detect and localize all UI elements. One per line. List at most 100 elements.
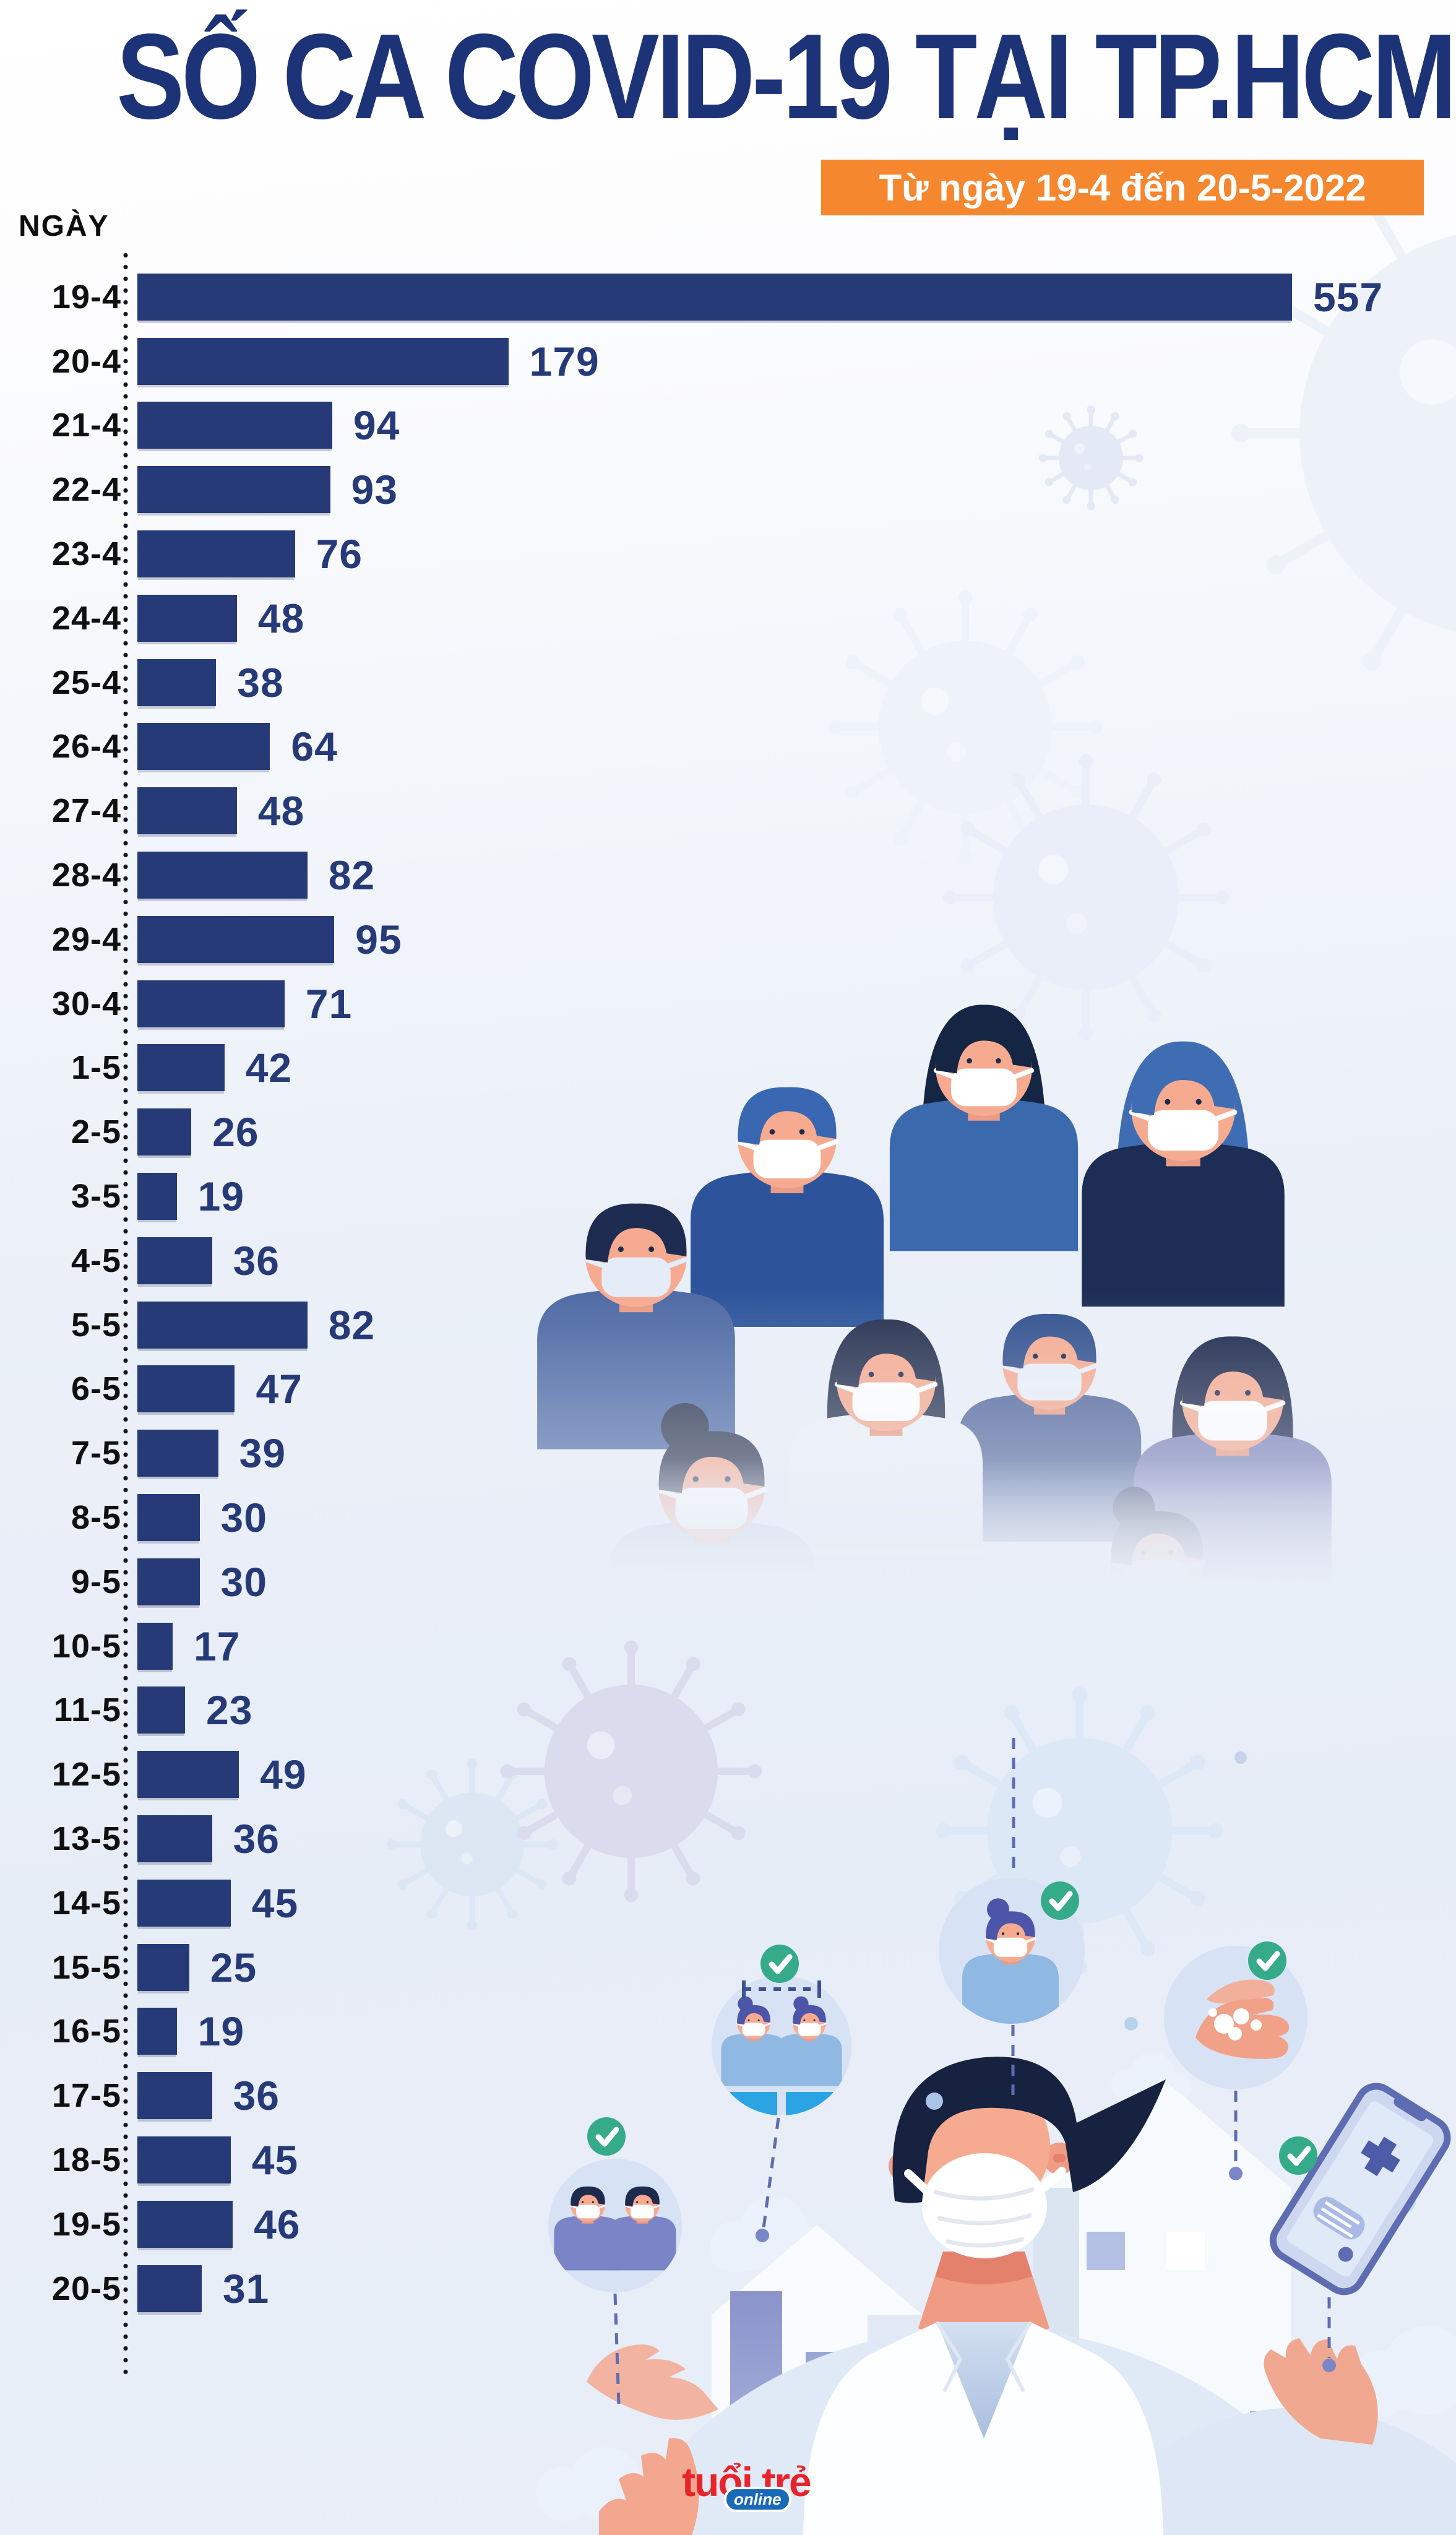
check-icon [1248,1941,1286,1980]
date-label: 21-4 [51,407,121,444]
logo-online-badge: online [724,2487,791,2512]
hair [892,2057,1166,2203]
person-illustration [554,2186,622,2271]
chart-row: 18-5 45 [0,2128,1456,2192]
inset-medical-phone [1269,2083,1451,2295]
date-label: 28-4 [51,857,121,894]
date-label: 6-5 [71,1370,121,1408]
hand-illustration [587,2344,718,2420]
check-icon [1279,2136,1317,2175]
date-label: 2-5 [71,1113,121,1151]
person-illustration [889,1004,1079,1251]
chart-row: 29-4 95 [0,907,1456,972]
bar [137,787,237,835]
check-icon [1041,1881,1079,1920]
person-illustration [957,1313,1142,1542]
inset-masked-men [548,2159,682,2292]
chart-row: 10-5 17 [0,1614,1456,1678]
bar [137,1751,239,1799]
face-mask-icon [922,2153,1047,2258]
date-range-banner: Từ ngày 19-4 đến 20-5-2022 [821,160,1424,215]
virus-icon [386,1758,558,1930]
bar [137,1686,186,1734]
bar [137,980,285,1027]
person-illustration [962,1898,1059,2024]
chart-row: 25-4 38 [0,650,1456,715]
value-label: 95 [355,916,402,962]
mask-strap [904,2167,1066,2195]
chart-row: 17-5 36 [0,2063,1456,2128]
chart-row: 20-5 31 [0,2256,1456,2321]
bar [137,1301,308,1349]
virus-icon [1038,405,1144,511]
date-label: 29-4 [51,920,121,958]
date-label: 19-5 [51,2205,121,2243]
face-mask-icon [753,1139,821,1178]
bar [137,852,308,899]
chart-row: 11-5 23 [0,1678,1456,1743]
face-mask-icon [742,2023,765,2036]
medical-phone-icon [1269,2083,1451,2295]
bar [137,1815,212,1863]
value-label: 48 [257,788,305,834]
value-label: 64 [291,723,338,770]
y-axis-dotted-line [123,249,129,2380]
chart-row: 6-5 47 [0,1357,1456,1422]
date-label: 1-5 [71,1049,121,1087]
date-label: 22-4 [51,471,121,509]
bar [137,2136,231,2183]
person-illustration [790,1319,983,1570]
value-label: 49 [260,1751,307,1798]
chart-row: 16-5 19 [0,2000,1456,2064]
face-mask-icon [601,1257,671,1297]
value-label: 45 [251,2137,299,2183]
face-mask-icon [993,1937,1028,1957]
dot [1234,1751,1247,1764]
tuoitre-logo: tuổi trẻ online [682,2458,824,2514]
date-label: 5-5 [71,1306,121,1344]
value-label: 30 [220,1495,267,1541]
person-illustration [608,2186,676,2271]
inset-distancing [712,1976,851,2115]
bar [137,1108,192,1156]
person-illustration [1082,1041,1285,1307]
date-label: 9-5 [71,1563,121,1600]
y-axis-label: NGÀY [19,210,110,243]
chart-row: 3-5 19 [0,1164,1456,1229]
face-mask-icon [852,1382,920,1421]
bar [137,530,295,578]
person-illustration [691,1087,884,1327]
check-badges [587,1881,1317,2175]
chart-row: 28-4 82 [0,843,1456,907]
date-label: 10-5 [51,1627,121,1665]
chart-row: 30-4 71 [0,972,1456,1036]
value-label: 19 [197,1173,245,1220]
date-label: 26-4 [51,728,121,766]
value-label: 76 [316,531,363,577]
chart-row: 21-4 94 [0,394,1456,458]
date-label: 16-5 [51,2013,121,2050]
value-label: 25 [210,1944,257,1990]
chart-row: 24-4 48 [0,586,1456,650]
chart-row: 22-4 93 [0,457,1456,522]
bar [137,1558,200,1605]
value-label: 23 [206,1687,253,1734]
date-label: 3-5 [71,1178,121,1216]
person-illustration [1092,1487,1222,1597]
face-mask-icon [950,1068,1017,1107]
bar [137,1173,177,1220]
value-label: 48 [257,595,305,641]
face-mask-icon [1017,1363,1082,1401]
value-label: 557 [1312,274,1384,320]
chart-row: 5-5 82 [0,1293,1456,1357]
chart-row: 27-4 48 [0,779,1456,843]
value-label: 94 [353,402,400,449]
face-mask-icon [798,2023,821,2036]
chart-row: 14-5 45 [0,1871,1456,1935]
bar [137,1044,225,1092]
date-label: 15-5 [51,1948,121,1986]
chart-row: 19-5 46 [0,2192,1456,2256]
bar [137,1943,189,1991]
